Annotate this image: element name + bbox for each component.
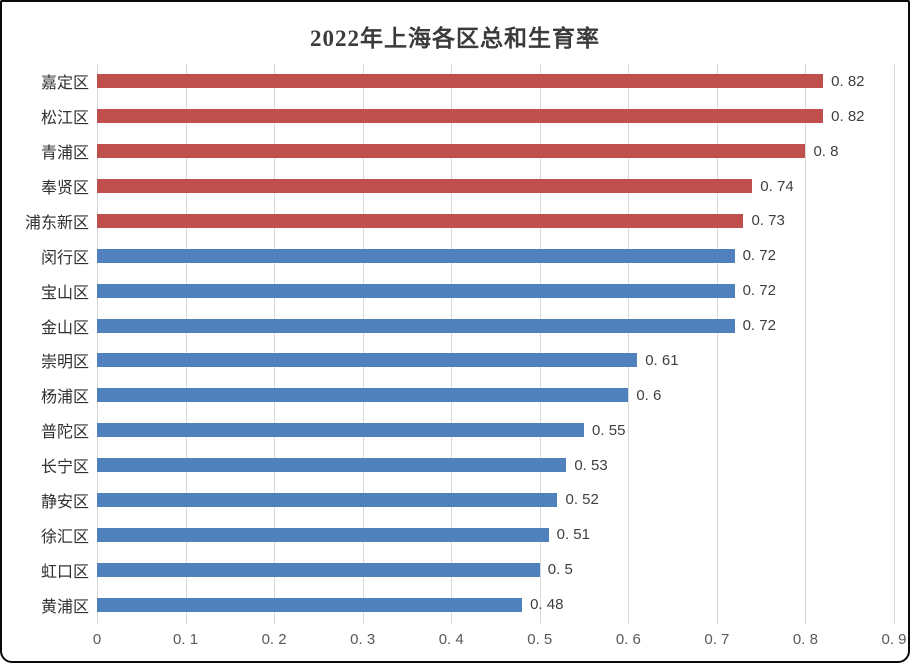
category-label: 普陀区: [40, 424, 89, 442]
category-label: 杨浦区: [40, 389, 89, 407]
gridline: [97, 64, 98, 624]
value-label: 0. 82: [831, 107, 865, 125]
category-label: 嘉定区: [40, 75, 89, 93]
bar: [97, 492, 558, 507]
plot-area: 嘉定区 0. 82 松江区 0. 82 青浦区 0. 8 奉贤区 0. 74 浦…: [25, 64, 895, 624]
category-label: 长宁区: [40, 459, 89, 477]
value-label: 0. 55: [592, 421, 626, 439]
value-label: 0. 72: [742, 247, 776, 265]
bar-rows: 嘉定区 0. 82 松江区 0. 82 青浦区 0. 8 奉贤区 0. 74 浦…: [25, 64, 894, 622]
value-label: 0. 72: [742, 282, 776, 300]
bar: [97, 353, 638, 368]
bar-row: 闵行区 0. 72: [41, 238, 894, 273]
category-label: 奉贤区: [40, 180, 89, 198]
bar: [97, 248, 735, 263]
x-tick-label: 0: [92, 631, 102, 648]
bar: [97, 109, 824, 124]
bar: [97, 283, 735, 298]
value-label: 0. 8: [813, 142, 839, 160]
value-label: 0. 52: [565, 491, 599, 509]
category-label: 松江区: [40, 110, 89, 128]
gridline: [451, 64, 453, 624]
value-label: 0. 5: [547, 561, 573, 579]
gridline: [894, 64, 895, 624]
bar-row: 普陀区 0. 55: [41, 413, 894, 448]
category-label: 虹口区: [40, 563, 89, 581]
bar-row: 浦东新区 0. 73: [25, 204, 894, 239]
bar: [97, 423, 585, 438]
bar-row: 徐汇区 0. 51: [41, 517, 894, 552]
x-tick-label: 0. 3: [350, 631, 376, 648]
bar: [97, 213, 744, 228]
value-label: 0. 82: [831, 72, 865, 90]
bar-row: 长宁区 0. 53: [41, 448, 894, 483]
bar-row: 青浦区 0. 8: [41, 134, 894, 169]
category-label: 闵行区: [40, 249, 89, 267]
bar-row: 嘉定区 0. 82: [41, 64, 894, 99]
bar: [97, 179, 753, 194]
value-label: 0. 61: [645, 351, 679, 369]
bar-row: 奉贤区 0. 74: [41, 169, 894, 204]
x-axis: 0 0. 1 0. 2 0. 3 0. 4 0. 5 0. 6 0. 7 0. 8 0. 9: [93, 622, 907, 656]
title-area: 2022年上海各区总和生育率: [2, 2, 908, 64]
bar-row: 虹口区 0. 5: [41, 552, 894, 587]
category-label: 浦东新区: [24, 214, 89, 232]
bar-row: 杨浦区 0. 6: [41, 378, 894, 413]
bar-row: 金山区 0. 72: [41, 308, 894, 343]
category-label: 金山区: [40, 319, 89, 337]
category-label: 崇明区: [40, 354, 89, 372]
bar: [97, 458, 567, 473]
x-tick-label: 0. 7: [704, 631, 730, 648]
bar-row: 宝山区 0. 72: [41, 273, 894, 308]
bar-row: 黄浦区 0. 48: [41, 587, 894, 622]
bar-row: 崇明区 0. 61: [41, 343, 894, 378]
value-label: 0. 6: [636, 386, 662, 404]
gridline: [805, 64, 807, 624]
bar: [97, 597, 523, 612]
bar: [97, 144, 806, 159]
x-tick-label: 0. 4: [438, 631, 464, 648]
value-label: 0. 73: [751, 212, 785, 230]
value-label: 0. 72: [742, 317, 776, 335]
category-label: 静安区: [40, 493, 89, 511]
gridline: [628, 64, 630, 624]
bar: [97, 318, 735, 333]
bar-row: 松江区 0. 82: [41, 99, 894, 134]
chart-title: 2022年上海各区总和生育率: [310, 26, 600, 51]
value-label: 0. 74: [760, 177, 794, 195]
x-tick-label: 0. 9: [881, 631, 907, 648]
gridline: [539, 64, 541, 624]
category-label: 徐汇区: [40, 528, 89, 546]
value-label: 0. 48: [530, 596, 564, 614]
bar: [97, 527, 549, 542]
gridline: [274, 64, 276, 624]
category-label: 宝山区: [40, 284, 89, 302]
value-label: 0. 51: [556, 526, 590, 544]
value-label: 0. 53: [574, 456, 608, 474]
x-tick-label: 0. 1: [173, 631, 199, 648]
bar: [97, 74, 824, 89]
x-tick-label: 0. 6: [615, 631, 641, 648]
gridline: [362, 64, 364, 624]
x-tick-label: 0. 2: [261, 631, 287, 648]
category-label: 黄浦区: [40, 598, 89, 616]
category-label: 青浦区: [40, 145, 89, 163]
bar: [97, 388, 629, 403]
bar: [97, 562, 540, 577]
gridline: [716, 64, 718, 624]
gridlines: [97, 64, 895, 624]
bar-row: 静安区 0. 52: [41, 483, 894, 518]
x-tick-label: 0. 5: [527, 631, 553, 648]
x-tick-label: 0. 8: [792, 631, 818, 648]
gridline: [185, 64, 187, 624]
